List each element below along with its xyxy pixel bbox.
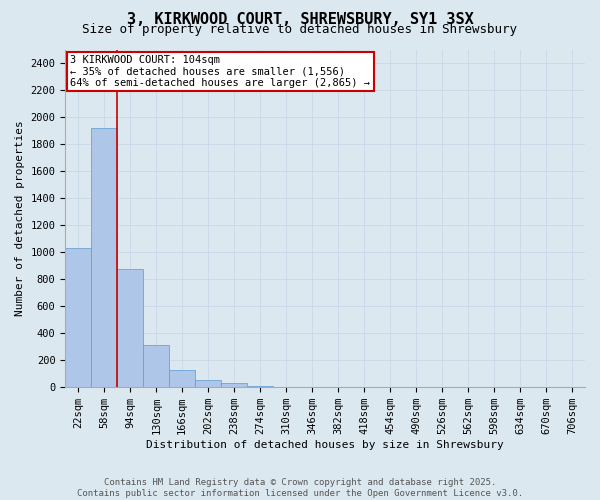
Bar (143, 346, 169, 387)
Bar (273, 386, 299, 387)
Bar (65, 248, 91, 387)
Y-axis label: Number of detached properties: Number of detached properties (15, 120, 25, 316)
Bar (117, 268, 143, 387)
Text: 3 KIRKWOOD COURT: 104sqm
← 35% of detached houses are smaller (1,556)
64% of sem: 3 KIRKWOOD COURT: 104sqm ← 35% of detach… (70, 55, 370, 88)
Bar (91, 128, 117, 387)
Bar (195, 380, 221, 387)
Bar (169, 370, 195, 387)
Bar (221, 383, 247, 387)
X-axis label: Distribution of detached houses by size in Shrewsbury: Distribution of detached houses by size … (146, 440, 504, 450)
Text: Size of property relative to detached houses in Shrewsbury: Size of property relative to detached ho… (83, 22, 517, 36)
Text: Contains HM Land Registry data © Crown copyright and database right 2025.
Contai: Contains HM Land Registry data © Crown c… (77, 478, 523, 498)
Text: 3, KIRKWOOD COURT, SHREWSBURY, SY1 3SX: 3, KIRKWOOD COURT, SHREWSBURY, SY1 3SX (127, 12, 473, 28)
Bar (247, 386, 273, 387)
